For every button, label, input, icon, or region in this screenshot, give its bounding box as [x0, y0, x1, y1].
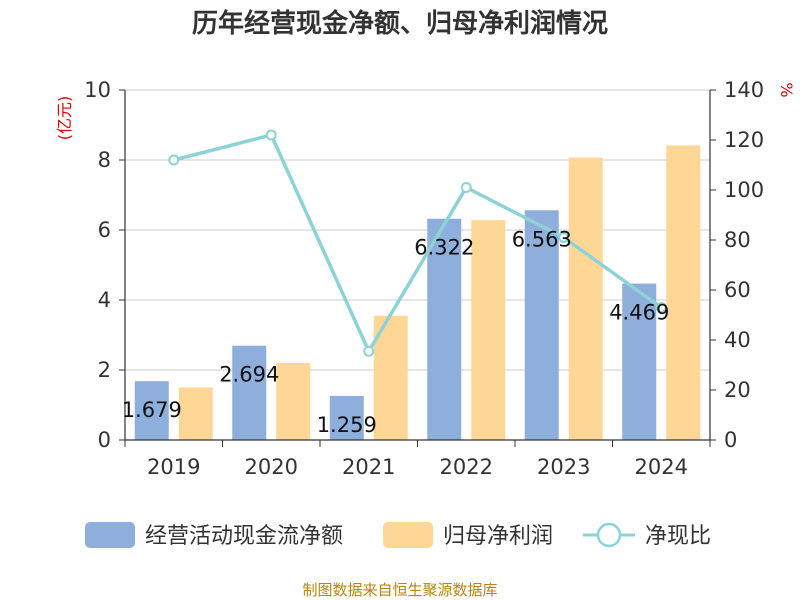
data-labels: 1.679 2.694 1.259 6.322 6.563 4.469 [122, 227, 670, 437]
legend-label-netprofit: 归母净利润 [443, 524, 553, 549]
bar-netprofit [568, 157, 603, 441]
ratio-point [558, 232, 570, 243]
bar-netprofit [666, 145, 701, 441]
data-label: 6.322 [414, 236, 474, 260]
y-left-tick-label: 0 [98, 428, 111, 452]
ratio-line-path [173, 133, 663, 353]
y-left-tick-label: 6 [98, 218, 111, 242]
bar-netprofit [178, 387, 213, 440]
ratio-line [168, 129, 667, 357]
bar-cashflow [329, 395, 364, 440]
y-right-tick-label: 140 [724, 78, 764, 102]
x-tick-label: 2019 [147, 455, 200, 479]
legend-marker-ratio [596, 522, 622, 548]
data-label: 2.694 [219, 363, 279, 387]
x-tick-label: 2024 [635, 455, 688, 479]
y-right-unit: % [777, 82, 796, 97]
bar-cashflow [622, 283, 657, 440]
bar-cashflow [134, 381, 169, 440]
y-left-unit: (亿元) [55, 96, 74, 141]
ratio-point [265, 129, 277, 141]
y-right-tick-label: 120 [724, 128, 764, 152]
data-label: 6.563 [512, 227, 572, 251]
data-label: 4.469 [609, 301, 669, 325]
y-right-tick-label: 60 [724, 278, 751, 302]
y-left-tick-label: 8 [98, 148, 111, 172]
chart-title: 历年经营现金净额、归母净利润情况 [192, 8, 608, 39]
ratio-point [460, 182, 472, 193]
ratio-point [363, 345, 375, 357]
y-right-tick-label: 20 [724, 378, 751, 402]
source-note: 制图数据来自恒生聚源数据库 [302, 581, 497, 599]
x-tick-label: 2021 [342, 455, 395, 479]
bar-cashflow [524, 210, 559, 440]
x-tick-label: 2020 [245, 455, 298, 479]
y-left-tick-label: 4 [98, 288, 111, 312]
bars [134, 145, 701, 441]
y-right-tick-label: 100 [724, 178, 764, 202]
y-right-tick-label: 80 [724, 228, 751, 252]
gridlines [125, 89, 710, 371]
ratio-point [168, 154, 180, 166]
legend-swatch-cashflow [85, 522, 135, 548]
bar-netprofit [276, 363, 311, 440]
x-tick-label: 2022 [440, 455, 493, 479]
y-left-tick-label: 10 [84, 78, 111, 102]
ratio-point [655, 302, 667, 313]
legend-label-ratio: 净现比 [645, 524, 711, 549]
data-label: 1.679 [122, 398, 182, 422]
bar-netprofit [471, 220, 506, 440]
y-right-tick-label: 0 [724, 428, 737, 452]
legend: 经营活动现金流净额 归母净利润 净现比 [85, 522, 711, 549]
legend-label-cashflow: 经营活动现金流净额 [145, 524, 343, 549]
bar-cashflow [427, 218, 462, 440]
x-tick-label: 2023 [537, 455, 590, 479]
y-right-tick-label: 40 [724, 328, 751, 352]
legend-swatch-netprofit [383, 522, 433, 548]
bar-cashflow [232, 345, 267, 440]
data-label: 1.259 [317, 413, 377, 437]
y-left-tick-label: 2 [98, 358, 111, 382]
